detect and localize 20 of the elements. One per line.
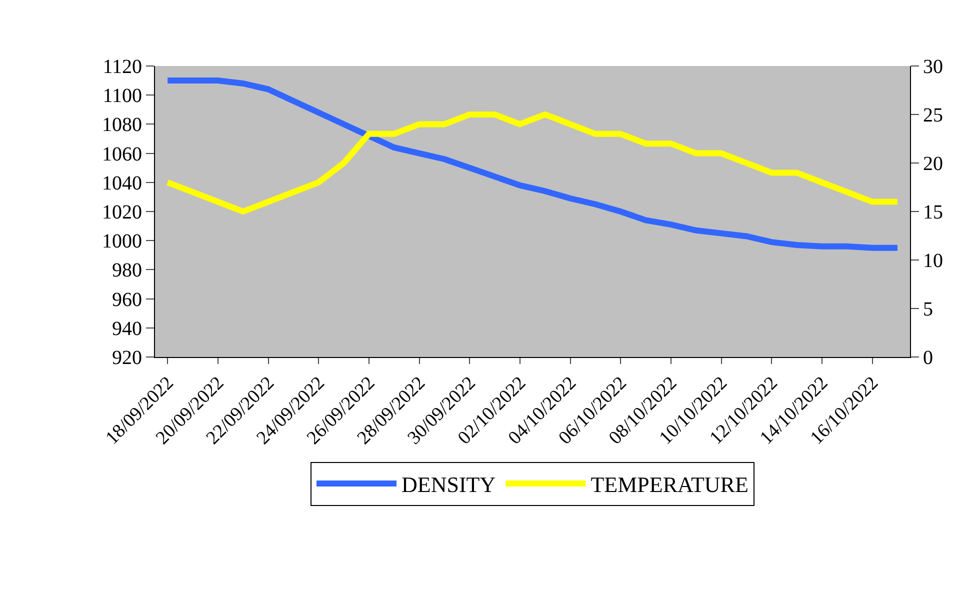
y-tick-label: 940 [112, 318, 142, 340]
y-tick-label: 1020 [102, 202, 142, 224]
y2-tick-label: 25 [923, 104, 943, 126]
y-tick-label: 1120 [102, 56, 142, 78]
legend-label: TEMPERATURE [590, 472, 748, 498]
y-tick-label: 960 [112, 288, 142, 311]
y2-tick-label: 15 [923, 202, 943, 224]
y-tick-label: 1040 [102, 172, 142, 194]
y2-tick-label: 20 [923, 153, 943, 175]
y-tick-label: 920 [112, 347, 142, 369]
y-tick-label: 1080 [102, 114, 142, 136]
y2-tick-label: 5 [923, 298, 933, 320]
y2-tick-label: 10 [923, 250, 943, 272]
legend-label: DENSITY [402, 472, 496, 498]
y-tick-label: 1100 [102, 85, 142, 108]
y2-tick-label: 0 [923, 347, 933, 369]
y-tick-label: 980 [112, 260, 142, 282]
y2-tick-label: 30 [923, 56, 943, 78]
y-tick-label: 1000 [102, 230, 142, 253]
y-tick-label: 1060 [102, 143, 142, 166]
